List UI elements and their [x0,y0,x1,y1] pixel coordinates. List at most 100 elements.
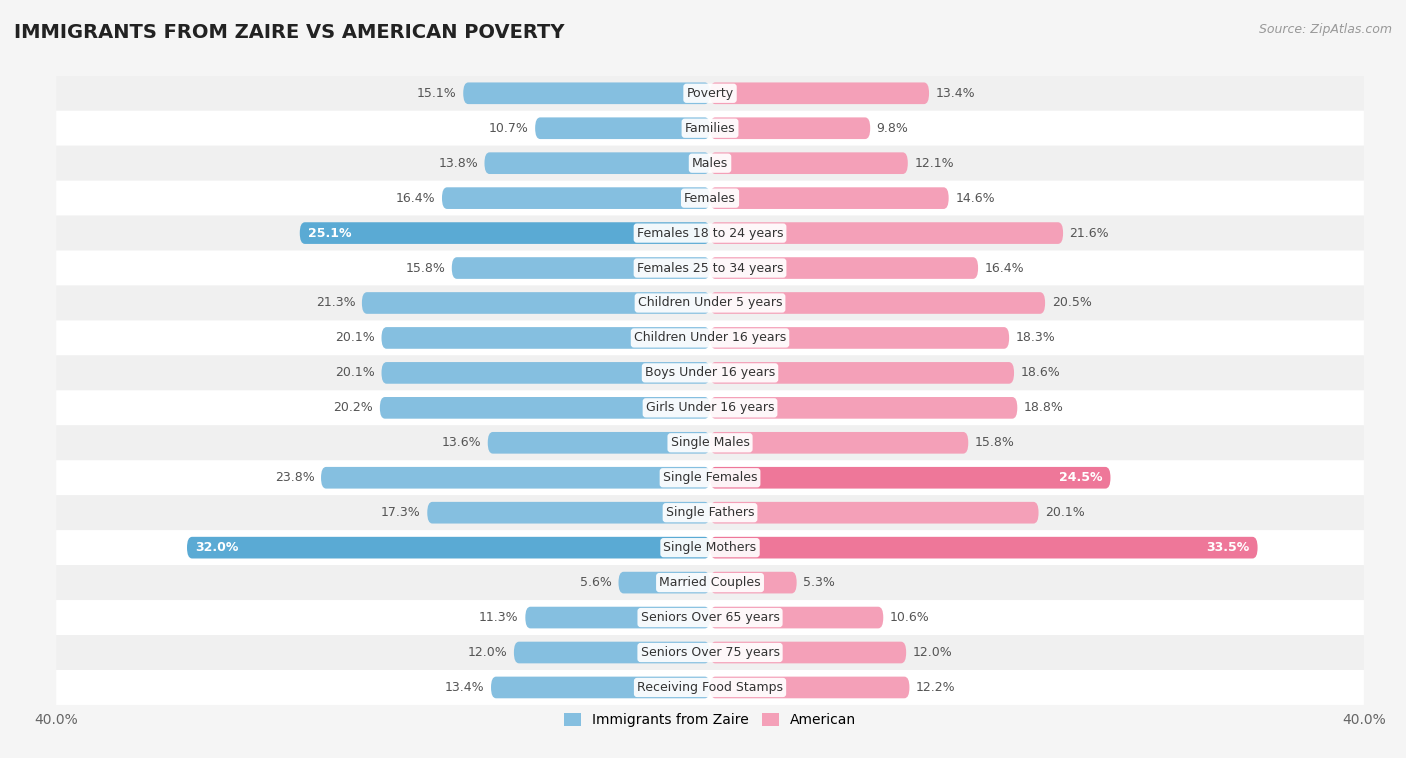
FancyBboxPatch shape [710,397,1018,418]
Text: 13.4%: 13.4% [935,86,976,100]
FancyBboxPatch shape [710,467,1111,489]
FancyBboxPatch shape [710,222,1063,244]
Text: 24.5%: 24.5% [1059,471,1102,484]
Text: 16.4%: 16.4% [396,192,436,205]
Text: Single Mothers: Single Mothers [664,541,756,554]
FancyBboxPatch shape [56,111,1364,146]
Text: 16.4%: 16.4% [984,262,1024,274]
FancyBboxPatch shape [380,397,710,418]
Text: 14.6%: 14.6% [955,192,995,205]
Text: 10.7%: 10.7% [489,122,529,135]
Text: Single Fathers: Single Fathers [666,506,754,519]
Text: Females 18 to 24 years: Females 18 to 24 years [637,227,783,240]
Text: 12.0%: 12.0% [912,646,952,659]
FancyBboxPatch shape [536,117,710,139]
Text: 13.4%: 13.4% [444,681,485,694]
Text: 18.8%: 18.8% [1024,401,1064,415]
FancyBboxPatch shape [56,425,1364,460]
Text: Seniors Over 75 years: Seniors Over 75 years [641,646,779,659]
FancyBboxPatch shape [56,215,1364,251]
FancyBboxPatch shape [710,257,979,279]
FancyBboxPatch shape [710,327,1010,349]
FancyBboxPatch shape [441,187,710,209]
FancyBboxPatch shape [381,362,710,384]
Text: Males: Males [692,157,728,170]
Text: 5.6%: 5.6% [581,576,612,589]
FancyBboxPatch shape [56,495,1364,530]
Text: 20.2%: 20.2% [333,401,374,415]
FancyBboxPatch shape [526,606,710,628]
Text: 9.8%: 9.8% [877,122,908,135]
Text: 33.5%: 33.5% [1206,541,1250,554]
FancyBboxPatch shape [427,502,710,524]
FancyBboxPatch shape [56,390,1364,425]
FancyBboxPatch shape [56,670,1364,705]
FancyBboxPatch shape [491,677,710,698]
FancyBboxPatch shape [56,286,1364,321]
Text: 23.8%: 23.8% [274,471,315,484]
FancyBboxPatch shape [463,83,710,104]
Text: Seniors Over 65 years: Seniors Over 65 years [641,611,779,624]
FancyBboxPatch shape [56,251,1364,286]
FancyBboxPatch shape [710,152,908,174]
FancyBboxPatch shape [619,572,710,594]
Text: Children Under 16 years: Children Under 16 years [634,331,786,344]
FancyBboxPatch shape [485,152,710,174]
Text: 21.6%: 21.6% [1070,227,1109,240]
Text: 18.3%: 18.3% [1015,331,1056,344]
FancyBboxPatch shape [56,356,1364,390]
Text: 5.3%: 5.3% [803,576,835,589]
Text: Receiving Food Stamps: Receiving Food Stamps [637,681,783,694]
Text: Single Females: Single Females [662,471,758,484]
Legend: Immigrants from Zaire, American: Immigrants from Zaire, American [558,707,862,732]
Text: 20.5%: 20.5% [1052,296,1091,309]
Text: 20.1%: 20.1% [335,366,375,380]
Text: 10.6%: 10.6% [890,611,929,624]
FancyBboxPatch shape [710,83,929,104]
Text: 15.8%: 15.8% [974,437,1015,449]
FancyBboxPatch shape [56,635,1364,670]
Text: 11.3%: 11.3% [479,611,519,624]
FancyBboxPatch shape [710,187,949,209]
Text: 25.1%: 25.1% [308,227,352,240]
FancyBboxPatch shape [710,362,1014,384]
FancyBboxPatch shape [381,327,710,349]
FancyBboxPatch shape [451,257,710,279]
FancyBboxPatch shape [710,677,910,698]
FancyBboxPatch shape [187,537,710,559]
Text: 12.1%: 12.1% [914,157,953,170]
Text: 20.1%: 20.1% [335,331,375,344]
Text: Married Couples: Married Couples [659,576,761,589]
FancyBboxPatch shape [710,117,870,139]
Text: Children Under 5 years: Children Under 5 years [638,296,782,309]
FancyBboxPatch shape [515,642,710,663]
Text: Females: Females [685,192,735,205]
FancyBboxPatch shape [710,606,883,628]
FancyBboxPatch shape [321,467,710,489]
Text: 12.2%: 12.2% [915,681,956,694]
Text: 13.8%: 13.8% [439,157,478,170]
Text: 32.0%: 32.0% [195,541,239,554]
Text: Girls Under 16 years: Girls Under 16 years [645,401,775,415]
Text: Females 25 to 34 years: Females 25 to 34 years [637,262,783,274]
Text: 17.3%: 17.3% [381,506,420,519]
Text: 15.1%: 15.1% [418,86,457,100]
FancyBboxPatch shape [710,572,797,594]
Text: 13.6%: 13.6% [441,437,481,449]
FancyBboxPatch shape [56,76,1364,111]
Text: 15.8%: 15.8% [405,262,446,274]
FancyBboxPatch shape [710,502,1039,524]
FancyBboxPatch shape [710,642,905,663]
Text: 18.6%: 18.6% [1021,366,1060,380]
Text: 12.0%: 12.0% [468,646,508,659]
FancyBboxPatch shape [710,432,969,453]
Text: Source: ZipAtlas.com: Source: ZipAtlas.com [1258,23,1392,36]
FancyBboxPatch shape [56,530,1364,565]
Text: 21.3%: 21.3% [316,296,356,309]
Text: 20.1%: 20.1% [1045,506,1085,519]
Text: Families: Families [685,122,735,135]
Text: Single Males: Single Males [671,437,749,449]
FancyBboxPatch shape [56,460,1364,495]
FancyBboxPatch shape [56,146,1364,180]
FancyBboxPatch shape [299,222,710,244]
